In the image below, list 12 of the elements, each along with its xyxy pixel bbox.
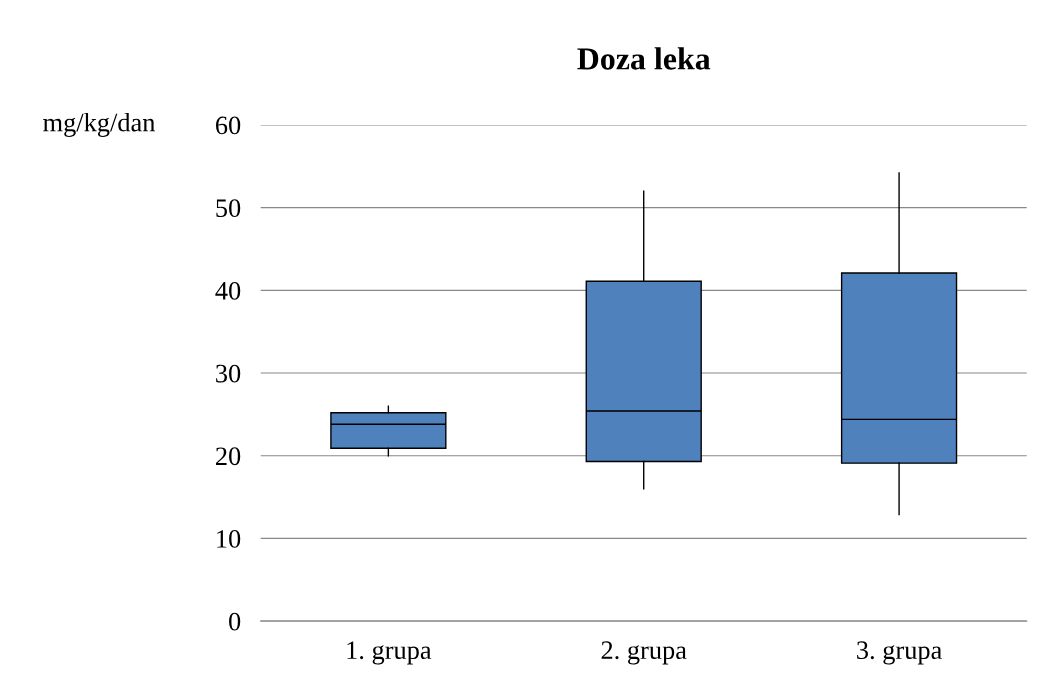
y-tick-label: 30 (216, 364, 241, 383)
chart-title: Doza leka (577, 47, 711, 70)
y-tick-label: 50 (216, 199, 241, 218)
x-tick-label: 2. grupa (601, 641, 687, 665)
x-tick-label: 3. grupa (857, 641, 942, 665)
y-axis-title: mg/kg/dan (43, 112, 156, 137)
y-tick-label: 20 (216, 447, 241, 466)
x-tick-label: 1. grupa (347, 641, 432, 665)
y-tick-label: 10 (217, 530, 241, 548)
y-tick-label: 0 (229, 612, 241, 631)
y-tick-label: 60 (215, 116, 241, 135)
y-tick-label: 40 (215, 281, 241, 300)
